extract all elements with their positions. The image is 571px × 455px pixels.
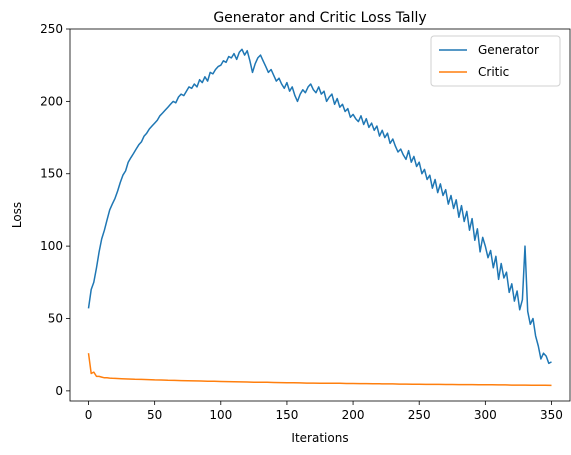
x-tick-label: 150 xyxy=(275,408,298,422)
legend-label-critic: Critic xyxy=(478,65,509,79)
y-tick-label: 150 xyxy=(40,167,63,181)
x-tick-label: 100 xyxy=(209,408,232,422)
x-tick-label: 250 xyxy=(408,408,431,422)
x-axis-label: Iterations xyxy=(291,431,348,445)
y-tick-label: 250 xyxy=(40,22,63,36)
x-tick-label: 50 xyxy=(147,408,162,422)
y-tick-label: 0 xyxy=(55,384,63,398)
y-tick-label: 200 xyxy=(40,94,63,108)
plot-area xyxy=(69,28,571,402)
x-tick-label: 350 xyxy=(540,408,563,422)
y-axis-label: Loss xyxy=(10,202,24,228)
y-tick-label: 50 xyxy=(48,311,63,325)
x-axis-ticks: 0 50 100 150 200 250 300 350 xyxy=(85,401,563,422)
x-tick-label: 0 xyxy=(85,408,93,422)
chart-title: Generator and Critic Loss Tally xyxy=(213,10,426,26)
y-tick-label: 100 xyxy=(40,239,63,253)
series-line-critic xyxy=(87,353,552,387)
x-tick-label: 200 xyxy=(342,408,365,422)
plot-frame xyxy=(69,28,571,402)
legend: Generator Critic xyxy=(430,35,561,87)
y-axis-ticks: 0 50 100 150 200 250 xyxy=(40,22,70,398)
series-line-generator xyxy=(87,48,552,365)
legend-label-generator: Generator xyxy=(478,43,539,57)
x-tick-label: 300 xyxy=(474,408,497,422)
legend-box xyxy=(430,35,561,87)
